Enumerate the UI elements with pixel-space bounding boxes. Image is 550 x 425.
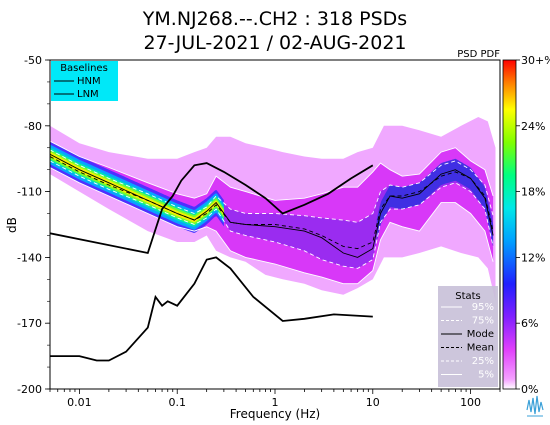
colorbar-title: PSD PDF xyxy=(457,49,500,60)
y-tick-label: -200 xyxy=(17,383,42,396)
stats-legend-label: 75% xyxy=(472,316,494,327)
x-tick-label: 0.1 xyxy=(168,396,186,409)
chart-title: YM.NJ268.--.CH2 : 318 PSDs xyxy=(142,8,407,30)
y-tick-label: -80 xyxy=(24,120,42,133)
colorbar xyxy=(502,59,517,390)
stats-legend-label: 95% xyxy=(472,302,494,313)
colorbar-tick-label: 6% xyxy=(521,317,538,330)
x-axis: 0.01 0.1 1 10 100 xyxy=(49,389,501,409)
p5-curve xyxy=(50,167,494,285)
colorbar-tick-label: 24% xyxy=(521,120,545,133)
stats-legend-box xyxy=(438,286,498,387)
y-tick-label: -140 xyxy=(17,251,42,264)
y-axis-label: dB xyxy=(5,217,19,233)
stats-legend-title: Stats xyxy=(455,291,481,302)
waveform-logo-icon xyxy=(526,395,544,417)
baselines-legend-title: Baselines xyxy=(60,63,108,74)
lnm-legend-label: LNM xyxy=(77,89,99,100)
plot-content xyxy=(50,117,496,362)
stats-legend-label: Mean xyxy=(467,343,494,354)
x-tick-label: 0.01 xyxy=(67,396,92,409)
stats-legend-label: Mode xyxy=(467,329,494,340)
baselines-legend: Baselines HNM LNM xyxy=(51,61,118,101)
y-tick-label: -50 xyxy=(24,54,42,67)
p95-curve xyxy=(50,140,494,201)
pdf-core-high-freq xyxy=(376,158,494,247)
y-tick-label: -170 xyxy=(17,317,42,330)
x-tick-label: 1 xyxy=(272,396,279,409)
hnm-baseline-line xyxy=(50,162,374,255)
colorbar-ticks: 30+% 24% 18% 12% 6% 0% xyxy=(516,54,550,396)
lnm-baseline-line xyxy=(50,256,373,362)
colorbar-tick-label: 30+% xyxy=(521,54,550,67)
pdf-band-95-5 xyxy=(50,141,494,284)
x-axis-label: Frequency (Hz) xyxy=(230,407,321,421)
stats-legend: Stats 95% 75% Mode Mean 25% 5% xyxy=(438,286,498,387)
hnm-legend-label: HNM xyxy=(77,76,101,87)
y-tick-label: -110 xyxy=(17,186,42,199)
x-tick-label: 10 xyxy=(366,396,380,409)
p75-curve xyxy=(50,149,494,223)
stats-legend-label: 25% xyxy=(472,356,494,367)
colorbar-tick-label: 18% xyxy=(521,186,545,199)
y-axis: -50 -80 -110 -140 -170 -200 xyxy=(17,54,50,396)
colorbar-tick-label: 12% xyxy=(521,251,545,264)
mean-curve xyxy=(50,156,494,250)
chart-subtitle: 27-JUL-2021 / 02-AUG-2021 xyxy=(144,32,407,54)
colorbar-tick-label: 0% xyxy=(521,383,538,396)
stats-legend-label: 5% xyxy=(478,370,494,381)
mode-curve xyxy=(50,153,494,258)
x-tick-label: 100 xyxy=(460,396,481,409)
